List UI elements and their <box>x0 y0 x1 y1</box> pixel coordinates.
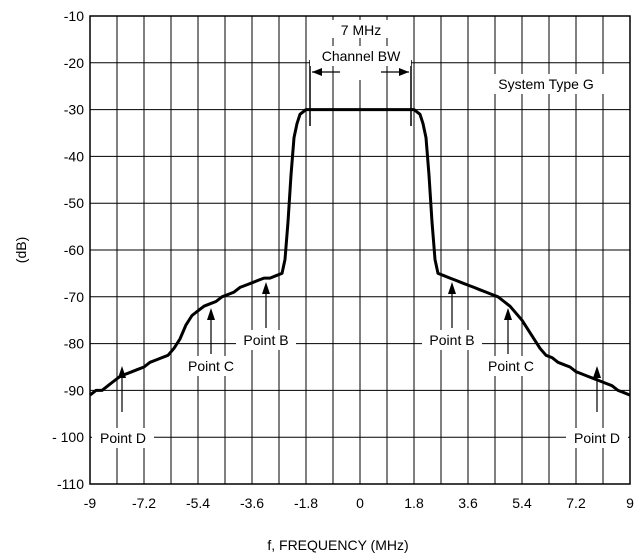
x-tick-label: -1.8 <box>294 495 318 511</box>
x-tick-label: 5.4 <box>512 495 532 511</box>
x-tick-label: -9 <box>84 495 97 511</box>
y-tick-label: -60 <box>64 242 84 258</box>
y-tick-label: -40 <box>64 148 84 164</box>
y-tick-label: - 100 <box>52 429 84 445</box>
y-tick-label: -10 <box>64 8 84 24</box>
y-tick-labels: -10 -20 -30 -40 -50 -60 -70 -80 -90 - 100 -110 <box>52 8 84 492</box>
y-tick-label: -70 <box>64 289 84 305</box>
point-b-right-label: Point B <box>429 332 474 348</box>
point-annotations: Point B Point C Point D Point B Point C … <box>92 282 628 448</box>
x-tick-label: 3.6 <box>458 495 478 511</box>
x-tick-label: 9 <box>626 495 634 511</box>
point-d-left-label: Point D <box>100 430 146 446</box>
x-tick-labels: -9 -7.2 -5.4 -3.6 -1.8 0 1.8 3.6 5.4 7.2 9 <box>84 495 634 511</box>
point-b-left-label: Point B <box>243 332 288 348</box>
point-c-right-label: Point C <box>488 358 534 374</box>
x-tick-label: 1.8 <box>404 495 424 511</box>
point-d-right-label: Point D <box>574 430 620 446</box>
x-tick-label: -7.2 <box>132 495 156 511</box>
y-tick-label: -110 <box>57 476 84 492</box>
bw-value-label: 7 MHz <box>341 22 381 38</box>
y-tick-label: -90 <box>64 382 84 398</box>
plot-frame <box>89 15 631 485</box>
x-tick-label: -5.4 <box>186 495 210 511</box>
x-tick-label: 7.2 <box>566 495 586 511</box>
y-tick-label: -50 <box>64 195 84 211</box>
channel-bw-marker: 7 MHz Channel BW <box>309 20 412 126</box>
x-axis-label: f, FREQUENCY (MHz) <box>267 537 408 553</box>
grid-lines <box>89 15 631 485</box>
x-tick-label: -3.6 <box>240 495 264 511</box>
x-tick-label: 0 <box>356 495 364 511</box>
y-axis-label: (dB) <box>13 237 29 263</box>
system-type-label: System Type G <box>498 76 593 92</box>
y-tick-label: -20 <box>64 55 84 71</box>
y-tick-label: -30 <box>64 102 84 118</box>
point-c-left-label: Point C <box>188 358 234 374</box>
spectrum-curve <box>89 108 631 397</box>
bw-name-label: Channel BW <box>322 48 401 64</box>
y-tick-label: -80 <box>64 336 84 352</box>
